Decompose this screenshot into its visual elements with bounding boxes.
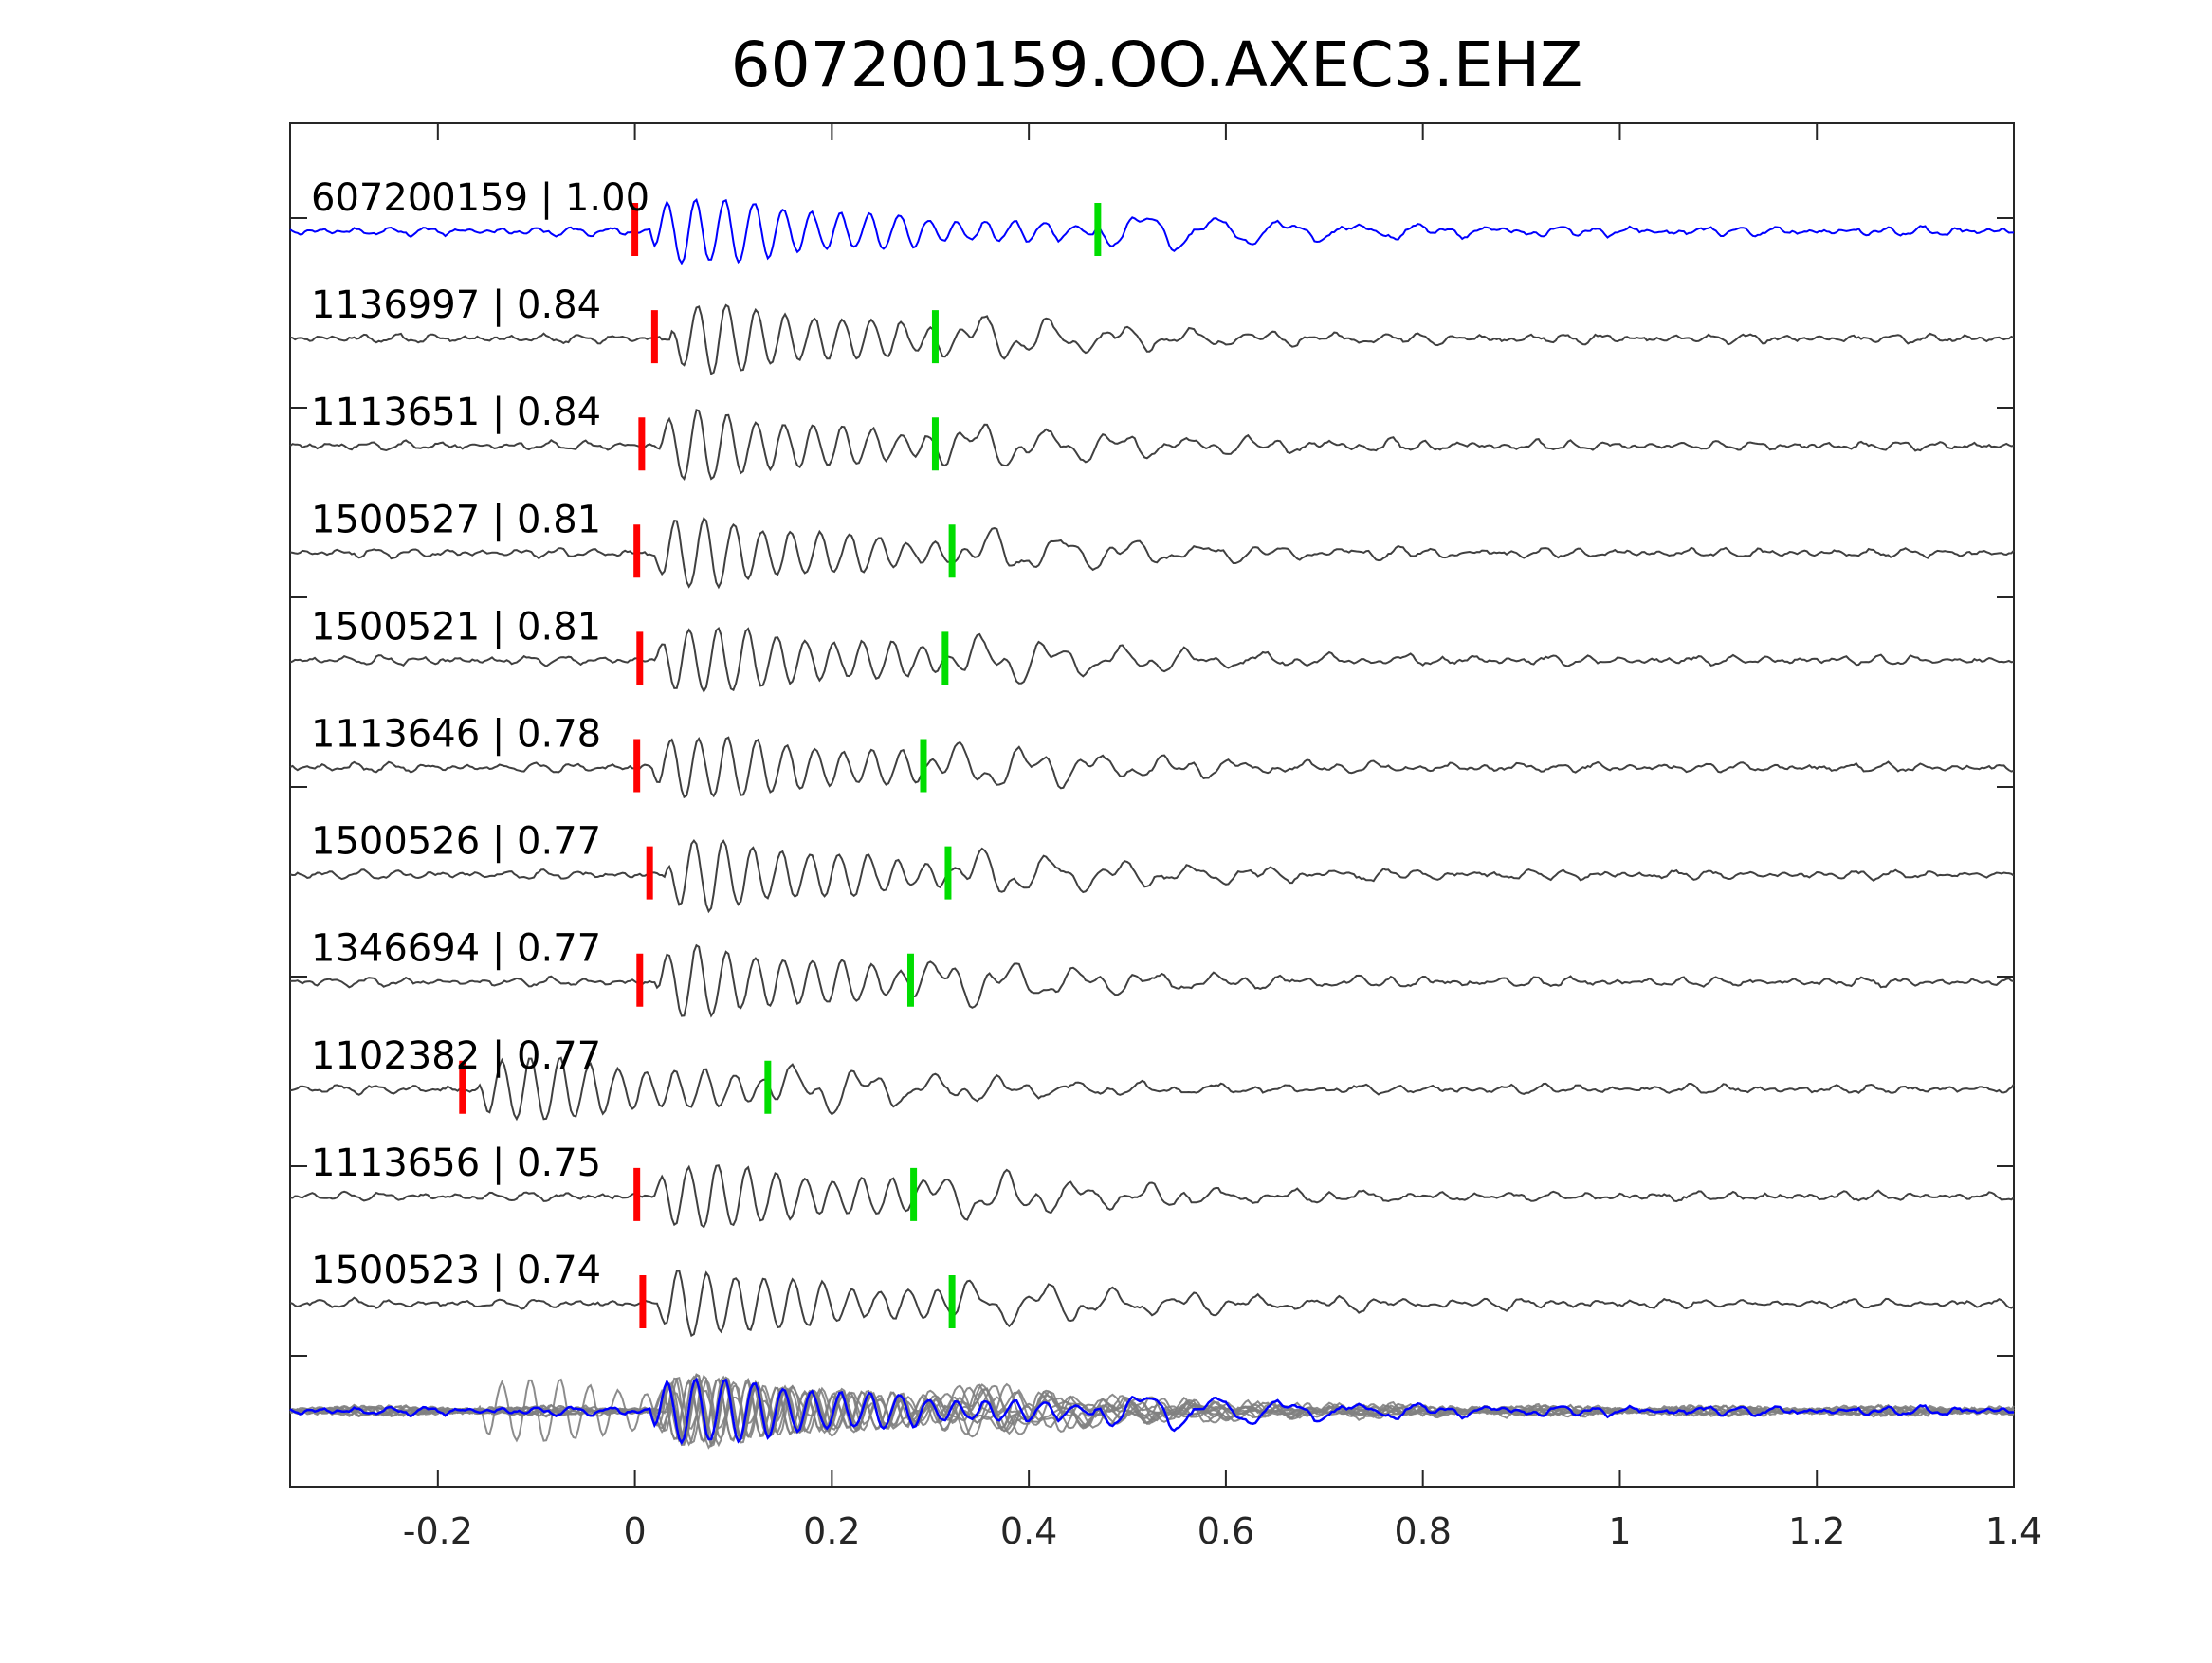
trace-label: 1113651 | 0.84 [311,391,601,434]
x-tick-label: 0.6 [1197,1510,1254,1552]
x-tick-label: 0 [624,1510,647,1552]
trace-label: 1500521 | 0.81 [311,605,601,649]
trace-1500526 [289,838,2015,914]
x-tick-label: 1.2 [1788,1510,1845,1552]
trace-1500527 [289,516,2015,590]
trace-1500523 [289,1269,2015,1338]
x-tick-label: 0.8 [1394,1510,1451,1552]
x-tick-label: -0.2 [403,1510,473,1552]
trace-label: 607200159 | 1.00 [311,176,649,220]
trace-label: 1113646 | 0.78 [311,713,601,757]
trace-1346694 [289,943,2015,1018]
trace-label: 1500527 | 0.81 [311,498,601,541]
axes-frame [289,122,2015,1488]
trace-607200159 [289,198,2014,265]
trace-label: 1136997 | 0.84 [311,283,601,327]
trace-label: 1500523 | 0.74 [311,1249,601,1292]
stack-trace [289,1378,2015,1443]
stack-trace [289,1379,2015,1443]
trace-1113651 [289,409,2015,481]
stack-template-trace [289,1377,2014,1446]
x-tick-label: 0.4 [1000,1510,1057,1552]
x-tick-label: 1 [1608,1510,1631,1552]
trace-label: 1102382 | 0.77 [311,1034,601,1078]
trace-1113646 [289,736,2015,799]
trace-label: 1500526 | 0.77 [311,820,601,864]
trace-label: 1346694 | 0.77 [311,927,601,971]
trace-1102382 [289,1056,2015,1122]
trace-1113656 [289,1164,2015,1229]
x-tick-label: 0.2 [803,1510,860,1552]
x-tick-label: 1.4 [1985,1510,2042,1552]
trace-1136997 [289,303,2015,375]
chart-title: 607200159.OO.AXEC3.EHZ [730,28,1583,101]
trace-label: 1113656 | 0.75 [311,1142,601,1185]
trace-1500521 [289,627,2015,693]
